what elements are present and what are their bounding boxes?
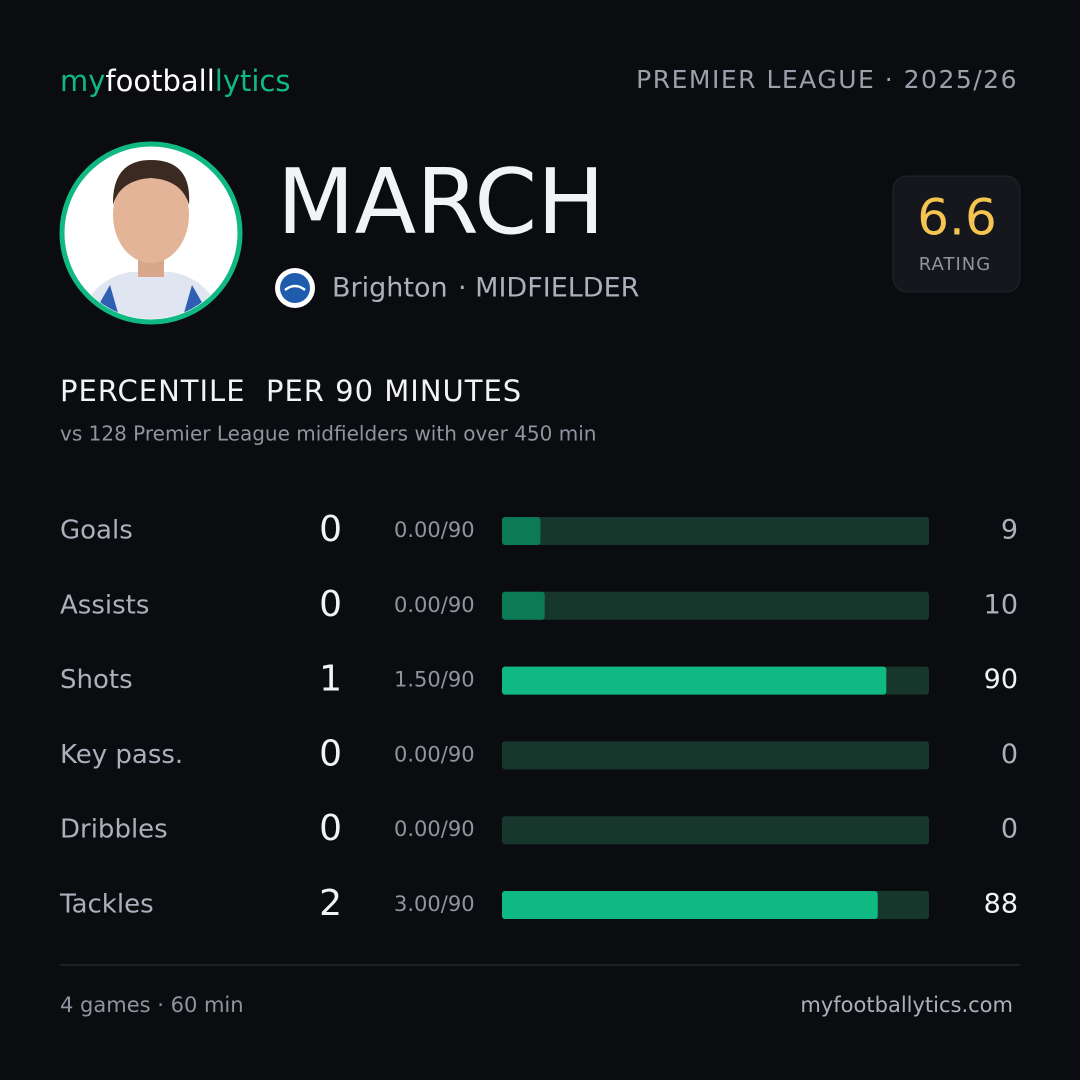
stat-label: Goals: [60, 516, 133, 546]
position: · MIDFIELDER: [458, 273, 639, 304]
stat-rows: Goals 0 0.00/90 9 Assists 0 0.00/90 10 Shots 1 1.5…: [59, 509, 1018, 924]
stat-count: 0: [319, 808, 342, 849]
stat-per90: 0.00/90: [394, 817, 475, 841]
percentile-bar: [502, 517, 541, 545]
bar-track: [502, 816, 929, 845]
player-name: MARCH: [277, 150, 605, 255]
stat-percentile: 90: [984, 664, 1018, 695]
stat-percentile: 0: [1001, 739, 1018, 770]
stat-per90: 0.00/90: [394, 742, 475, 766]
rating-box: [892, 175, 1021, 293]
rating-label: RATING: [919, 254, 991, 275]
badge-gull: [284, 284, 306, 292]
stat-count: 1: [319, 659, 342, 700]
bar-track: [502, 591, 929, 620]
stat-percentile: 0: [1001, 814, 1018, 845]
stat-label: Shots: [60, 665, 133, 695]
avatar-hair: [112, 160, 190, 205]
stat-count: 0: [319, 733, 342, 774]
competition: PREMIER LEAGUE · 2025/26: [636, 65, 1018, 94]
stat-label: Assists: [60, 590, 149, 620]
stat-per90: 1.50/90: [394, 668, 475, 692]
logo-part: football: [105, 64, 214, 98]
percentile-bar: [502, 891, 878, 919]
stat-label: Key pass.: [60, 740, 183, 770]
footer-summary: 4 games · 60 min: [60, 993, 244, 1017]
avatar-face: [113, 167, 189, 263]
logo: myfootballlytics: [60, 64, 290, 98]
stat-per90: 0.00/90: [394, 593, 475, 617]
stat-per90: 3.00/90: [394, 892, 475, 916]
stat-label: Dribbles: [60, 815, 168, 845]
logo-part: my: [60, 64, 105, 98]
section-subtitle: vs 128 Premier League midfielders with o…: [60, 422, 596, 446]
stat-per90: 0.00/90: [394, 518, 475, 542]
percentile-bar: [502, 666, 887, 695]
rating: 6.6: [917, 189, 997, 247]
badge-inner: [280, 273, 310, 303]
bar-track: [502, 741, 929, 770]
stat-label: Tackles: [59, 890, 154, 920]
stat-percentile: 9: [1001, 515, 1018, 546]
percentile-bar: [502, 591, 545, 620]
footer-site: myfootballytics.com: [800, 993, 1013, 1017]
stat-count: 2: [319, 883, 342, 924]
logo-part: lytics: [215, 64, 291, 98]
section-title: PERCENTILE PER 90 MINUTES: [60, 374, 522, 408]
club-badge: [275, 268, 315, 308]
stat-count: 0: [319, 584, 342, 625]
stat-count: 0: [319, 509, 342, 550]
stat-percentile: 88: [984, 889, 1018, 920]
avatar: [59, 141, 243, 325]
club: Brighton: [332, 273, 448, 304]
bar-track: [502, 517, 929, 545]
stat-percentile: 10: [984, 589, 1018, 620]
